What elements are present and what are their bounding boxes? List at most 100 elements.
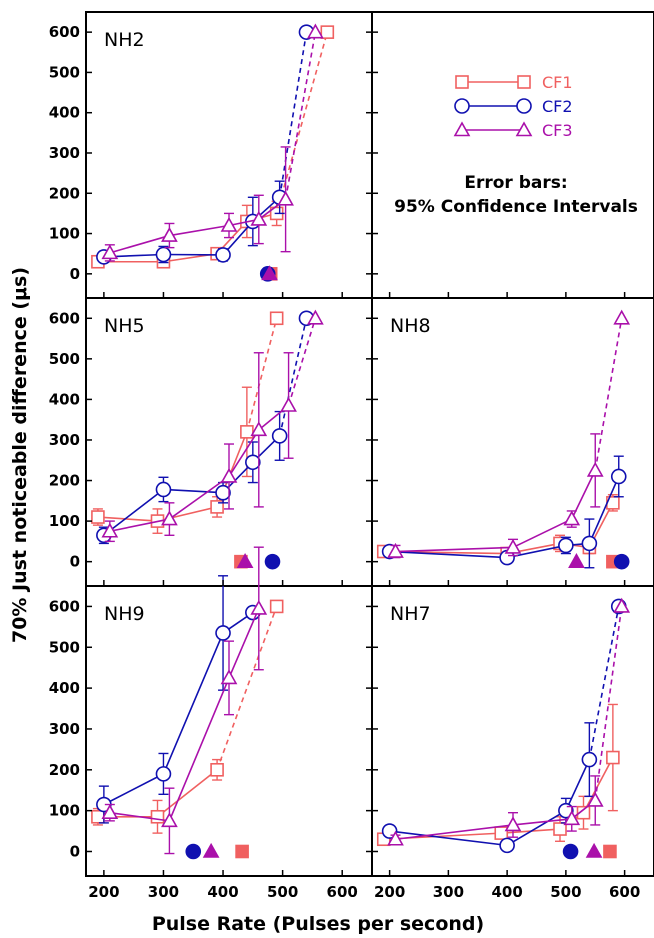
series-cf2: [381, 598, 627, 860]
x-tick-label: 200: [88, 883, 119, 901]
data-point: [250, 210, 268, 226]
legend-marker: [515, 121, 533, 137]
series-line-segment: [246, 318, 278, 433]
threshold-marker: [236, 553, 254, 568]
series-cf3: [101, 309, 324, 568]
data-point: [586, 461, 604, 477]
x-tick-label: 300: [148, 883, 179, 901]
series-line-segment: [389, 830, 508, 847]
legend-marker: [455, 75, 469, 89]
y-tick-label: 500: [49, 638, 80, 656]
data-point: [150, 809, 165, 824]
series-line-segment: [582, 757, 614, 814]
data-point: [269, 311, 284, 326]
data-point: [558, 537, 574, 554]
y-tick-label: 200: [49, 184, 80, 202]
y-tick-label: 200: [49, 761, 80, 779]
series-line-segment: [512, 818, 572, 826]
panel-frames: [85, 11, 654, 877]
legend-marker: [454, 98, 470, 114]
threshold-marker: [585, 842, 603, 858]
x-tick-label: 300: [433, 883, 464, 901]
series-line-segment: [512, 518, 573, 549]
data-point: [91, 809, 105, 824]
y-tick-label: 500: [49, 350, 80, 368]
data-point: [581, 535, 598, 552]
data-point: [91, 510, 105, 524]
series-line-segment: [228, 429, 260, 477]
series-line-segment: [571, 470, 596, 520]
legend-label: CF1: [542, 73, 573, 92]
threshold-marker: [562, 843, 579, 860]
y-tick-label: 600: [49, 23, 80, 41]
data-point: [210, 763, 224, 777]
y-tick-label: 300: [49, 144, 80, 162]
y-tick-label: 400: [49, 679, 80, 697]
data-point: [610, 468, 627, 485]
legend-entry-cf3: CF3: [453, 121, 573, 140]
series-line-segment: [594, 318, 623, 471]
data-point: [101, 522, 119, 538]
y-axis-label: 70% Just noticeable difference (μs): [9, 267, 31, 643]
threshold-marker: [264, 553, 281, 570]
y-tick-label: 0: [70, 265, 80, 283]
series-line-segment: [594, 606, 623, 801]
data-point: [215, 625, 231, 641]
data-point: [277, 190, 294, 206]
threshold-marker: [185, 843, 202, 860]
series-line-segment: [103, 488, 164, 536]
series-line-segment: [278, 32, 308, 198]
data-point: [101, 804, 119, 819]
data-point: [220, 467, 238, 483]
series-line-segment: [284, 32, 317, 200]
plot-area: NH2 NH5 NH8 NH9 NH7: [91, 23, 631, 860]
y-tick-label: 400: [49, 390, 80, 408]
error-bar-note-line1: Error bars:: [464, 173, 567, 193]
panel-label: NH9: [104, 603, 145, 625]
legend-marker: [517, 75, 531, 89]
series-line-segment: [157, 769, 218, 818]
series-line-segment: [565, 759, 591, 811]
y-tick-label: 100: [49, 802, 80, 820]
data-point: [499, 837, 515, 854]
data-point: [250, 599, 268, 615]
panel-nh8: NH8: [376, 309, 631, 570]
x-tick-label: 200: [374, 883, 405, 901]
series-line-segment: [395, 546, 514, 553]
data-point: [215, 484, 231, 501]
series-line-segment: [169, 224, 230, 237]
legend-label: CF2: [542, 97, 573, 116]
series-line-segment: [163, 488, 224, 494]
x-tick-label: 400: [207, 883, 238, 901]
data-point: [215, 247, 231, 263]
data-point: [494, 826, 509, 840]
data-point: [553, 822, 567, 836]
data-point: [245, 454, 261, 471]
data-point: [155, 481, 172, 498]
panel-label: NH5: [104, 315, 145, 337]
series-cf2: [96, 310, 315, 570]
legend-entry-cf2: CF2: [454, 97, 573, 116]
series-cf3: [101, 546, 268, 858]
series-line-segment: [389, 550, 508, 559]
series-line-segment: [97, 516, 158, 522]
panel-nh7: NH7: [376, 597, 631, 860]
series-line-segment: [395, 824, 514, 841]
data-point: [563, 510, 581, 526]
legend: CF1 CF2 CF3: [453, 73, 573, 140]
x-tick-label: 600: [609, 883, 640, 901]
y-tick-label: 0: [70, 553, 80, 571]
series-line-segment: [103, 773, 164, 806]
threshold-marker: [202, 842, 220, 858]
figure-border: [85, 11, 654, 877]
y-tick-label: 600: [49, 309, 80, 327]
axis-ticks: 0 100 200 300 400 500 600 0 100 200 300 400 500 600 0 1…: [49, 23, 641, 901]
data-point: [161, 812, 178, 828]
series-cf1: [91, 599, 284, 859]
series-cf3: [387, 309, 631, 568]
y-tick-label: 400: [49, 104, 80, 122]
series-line-segment: [168, 475, 230, 520]
data-point: [606, 750, 620, 765]
y-tick-label: 300: [49, 431, 80, 449]
